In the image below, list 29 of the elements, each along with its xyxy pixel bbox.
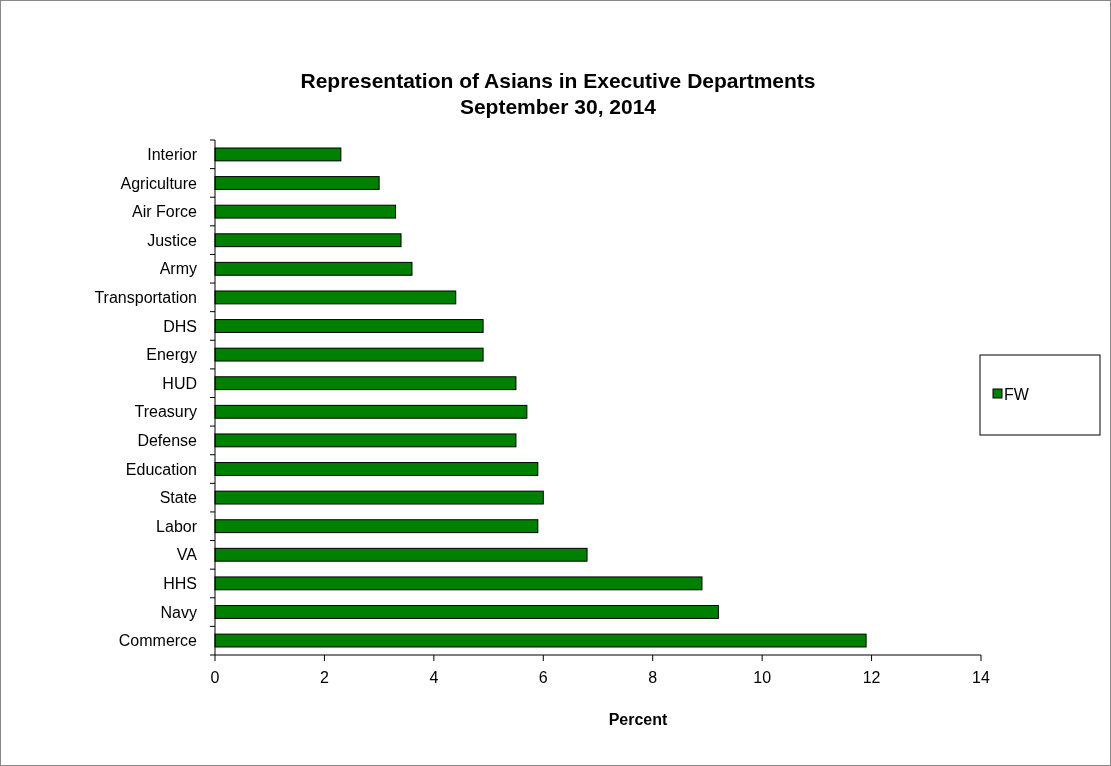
- y-tick-label: DHS: [163, 317, 197, 335]
- x-tick-label: 2: [319, 669, 329, 686]
- x-tick-label: 10: [753, 669, 772, 686]
- x-tick-label: 6: [538, 669, 548, 686]
- y-tick-label: Labor: [156, 517, 198, 535]
- y-tick-label: VA: [176, 546, 198, 564]
- y-tick-label: Air Force: [132, 203, 198, 221]
- y-tick-label: Treasury: [134, 403, 197, 421]
- y-tick-label: Defense: [137, 431, 198, 449]
- y-tick-label: Education: [125, 460, 197, 478]
- x-tick-label: 12: [862, 669, 881, 686]
- x-tick-label: 4: [429, 669, 439, 686]
- y-tick-label: Navy: [160, 603, 197, 621]
- y-tick-label: Transportation: [94, 289, 197, 307]
- y-tick-label: State: [159, 489, 198, 507]
- x-tick-label: 8: [648, 669, 658, 686]
- y-tick-label: Commerce: [118, 632, 198, 650]
- y-tick-label: HUD: [162, 374, 197, 392]
- y-tick-label: Army: [159, 260, 197, 278]
- y-tick-label: Agriculture: [120, 174, 198, 192]
- legend-label: FW: [1004, 385, 1030, 403]
- y-tick-label: Energy: [146, 346, 197, 364]
- y-tick-label: HHS: [163, 574, 197, 592]
- y-tick-label: Justice: [147, 231, 198, 249]
- chart-title: Representation of Asians in Executive Departments September 30, 2014: [300, 69, 816, 118]
- x-tick-label: 0: [210, 669, 220, 686]
- y-tick-label: Interior: [147, 146, 198, 164]
- x-axis-title: Percent: [608, 711, 669, 728]
- x-tick-label: 14: [972, 669, 990, 686]
